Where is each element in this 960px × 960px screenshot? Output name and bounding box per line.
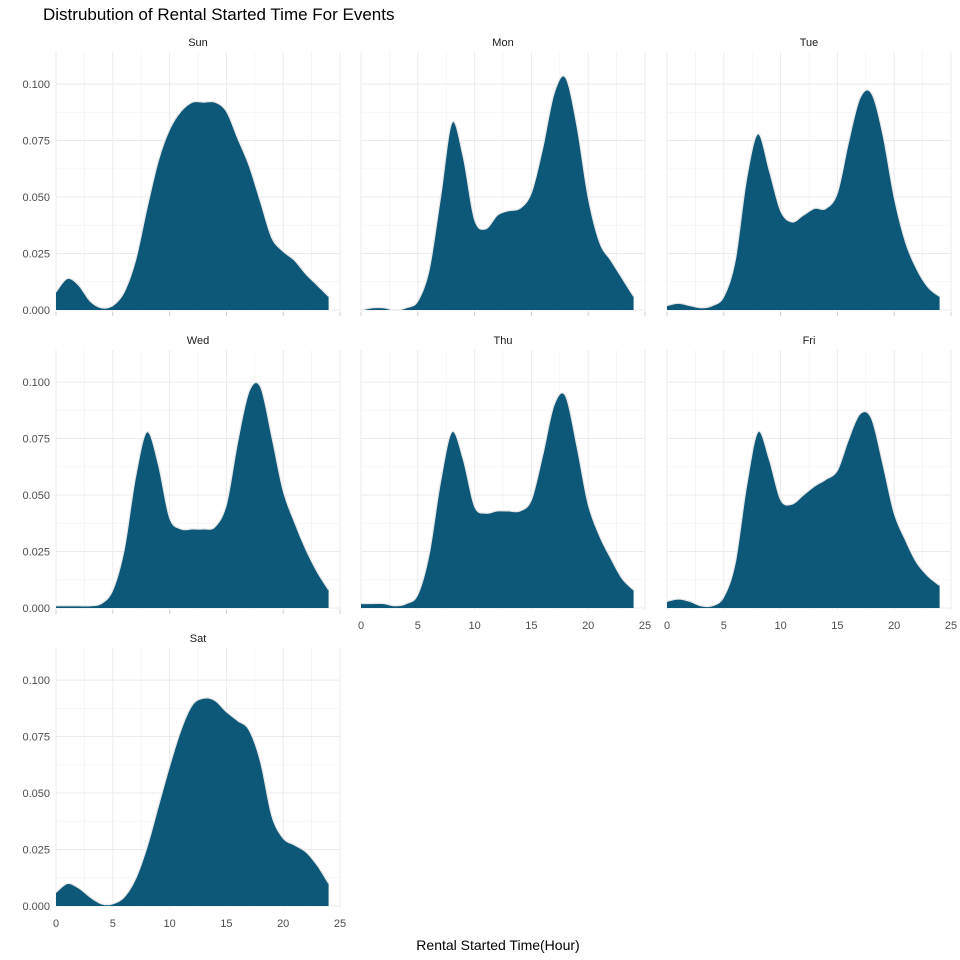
facet-panel-sat: Sat 0.000 0.025 0.050 0.075 0.100 0 5 10 15 20 25 [22, 633, 346, 930]
x-tick-label: 5 [721, 620, 727, 632]
density-area-thu [361, 392, 634, 608]
x-tick-label: 25 [639, 620, 651, 632]
y-tick-label: 0.000 [22, 603, 50, 615]
density-area-fri [667, 411, 940, 608]
y-tick-label: 0.000 [22, 305, 50, 317]
density-outline-thu [361, 392, 635, 607]
facet-panel-sun: Sun 0.000 0.025 0.050 0.075 0.100 [22, 37, 341, 317]
facet-label-tue: Tue [800, 37, 819, 49]
x-axis-label: Rental Started Time(Hour) [416, 937, 579, 953]
y-tick-label: 0.000 [22, 901, 50, 913]
x-tick-label: 25 [945, 620, 957, 632]
facet-label-wed: Wed [187, 335, 209, 347]
facet-panel-tue: Tue [666, 37, 952, 316]
y-tick-label: 0.075 [22, 136, 50, 148]
facet-panel-fri: Fri 0 5 10 15 20 25 [664, 335, 957, 632]
y-tick-label: 0.075 [22, 434, 50, 446]
x-tick-label: 10 [774, 620, 786, 632]
x-tick-label: 20 [277, 918, 289, 930]
y-tick-label: 0.025 [22, 845, 50, 857]
y-tick-label: 0.050 [22, 788, 50, 800]
y-tick-label: 0.025 [22, 547, 50, 559]
density-outline-fri [666, 410, 941, 608]
x-tick-label: 5 [415, 620, 421, 632]
x-tick-label: 25 [334, 918, 346, 930]
x-tick-label: 10 [163, 918, 175, 930]
x-tick-label: 0 [664, 620, 670, 632]
density-outline-mon [360, 75, 635, 311]
y-tick-label: 0.050 [22, 490, 50, 502]
x-tick-label: 20 [888, 620, 900, 632]
density-area-mon [361, 75, 634, 311]
facet-panel-thu: Thu 0 5 10 15 20 25 [358, 335, 651, 632]
x-tick-label: 5 [110, 918, 116, 930]
x-tick-label: 0 [358, 620, 364, 632]
x-tick-label: 15 [220, 918, 232, 930]
density-outline-wed [56, 381, 330, 607]
facet-panels: Sun 0.000 0.025 0.050 0.075 0.100 Mon Tue Wed 0.0… [22, 37, 957, 930]
x-tick-label: 15 [525, 620, 537, 632]
x-tick-label: 0 [53, 918, 59, 930]
facet-panel-mon: Mon [360, 37, 646, 316]
y-tick-label: 0.100 [22, 79, 50, 91]
facet-label-sat: Sat [190, 633, 207, 645]
facet-label-fri: Fri [803, 335, 816, 347]
facet-label-mon: Mon [492, 37, 513, 49]
y-tick-label: 0.100 [22, 675, 50, 687]
facet-panel-wed: Wed 0.000 0.025 0.050 0.075 0.100 [22, 335, 341, 615]
density-area-sat [56, 697, 329, 906]
x-tick-label: 10 [468, 620, 480, 632]
y-tick-label: 0.100 [22, 377, 50, 389]
y-tick-label: 0.050 [22, 192, 50, 204]
facet-label-thu: Thu [494, 335, 513, 347]
density-outline-tue [666, 89, 941, 309]
density-area-tue [667, 89, 940, 310]
density-outline-sat [55, 697, 330, 906]
facet-label-sun: Sun [188, 37, 208, 49]
y-tick-label: 0.075 [22, 732, 50, 744]
density-outline-sun [55, 100, 330, 309]
chart-title: Distrubution of Rental Started Time For … [43, 5, 395, 24]
x-tick-label: 20 [582, 620, 594, 632]
density-area-sun [56, 101, 329, 310]
y-tick-label: 0.025 [22, 249, 50, 261]
x-tick-label: 15 [831, 620, 843, 632]
